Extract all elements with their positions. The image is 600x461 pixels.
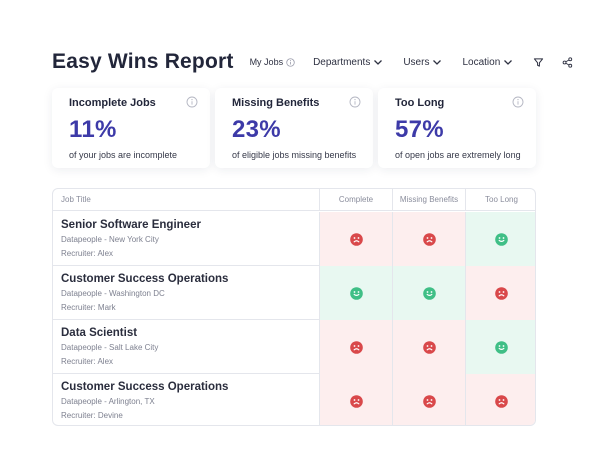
- table-row[interactable]: Data Scientist Datapeople - Salt Lake Cit…: [53, 320, 535, 374]
- location-label: Location: [462, 56, 501, 68]
- share-icon: [562, 56, 573, 68]
- share-button[interactable]: [562, 56, 573, 68]
- job-recruiter: Recruiter: Devine: [61, 411, 123, 420]
- sad-face-icon: [349, 394, 363, 408]
- status-cell-too-long: [465, 320, 535, 374]
- job-recruiter: Recruiter: Alex: [61, 249, 114, 258]
- column-header-complete[interactable]: Complete: [319, 189, 392, 211]
- status-cell-too-long: [465, 266, 535, 320]
- chevron-down-icon: [374, 59, 383, 65]
- column-header-missing-benefits[interactable]: Missing Benefits: [392, 189, 465, 211]
- sad-face-icon: [349, 232, 363, 246]
- job-cell: Senior Software Engineer Datapeople - New…: [61, 212, 311, 266]
- job-title[interactable]: Customer Success Operations: [61, 381, 229, 393]
- page-title: Easy Wins Report: [52, 50, 234, 73]
- chevron-down-icon: [433, 59, 442, 65]
- card-too-long: Too Long 57% of open jobs are extremely …: [378, 88, 536, 168]
- happy-face-icon: [495, 340, 508, 354]
- status-cell-complete: [319, 212, 392, 266]
- card-title: Too Long: [395, 97, 445, 109]
- sad-face-icon: [495, 286, 508, 300]
- status-cell-missing-benefits: [392, 266, 465, 320]
- jobs-table: Job Title Complete Missing Benefits Too …: [52, 188, 536, 426]
- card-description: of your jobs are incomplete: [69, 150, 178, 160]
- sad-face-icon: [495, 394, 508, 408]
- location-dropdown[interactable]: Location: [462, 57, 513, 68]
- info-icon: [286, 57, 295, 67]
- toolbar: My Jobs Departments Users Location: [250, 57, 592, 68]
- card-value: 11%: [69, 116, 117, 143]
- card-title: Missing Benefits: [232, 97, 320, 109]
- card-missing-benefits: Missing Benefits 23% of eligible jobs mi…: [215, 88, 373, 168]
- table-row[interactable]: Customer Success Operations Datapeople - …: [53, 266, 535, 320]
- filter-icon: [534, 57, 544, 67]
- info-icon[interactable]: [186, 96, 198, 108]
- job-location: Datapeople - New York City: [61, 235, 159, 244]
- departments-label: Departments: [313, 56, 371, 68]
- filter-button[interactable]: [533, 57, 544, 68]
- job-cell: Customer Success Operations Datapeople - …: [61, 374, 311, 425]
- column-header-job-title[interactable]: Job Title: [61, 195, 91, 204]
- info-icon[interactable]: [512, 96, 524, 108]
- summary-cards: Incomplete Jobs 11% of your jobs are inc…: [52, 88, 538, 168]
- job-title[interactable]: Data Scientist: [61, 327, 138, 339]
- job-recruiter: Recruiter: Alex: [61, 357, 114, 366]
- status-cell-complete: [319, 266, 392, 320]
- card-title: Incomplete Jobs: [69, 97, 156, 109]
- table-row[interactable]: Customer Success Operations Datapeople - …: [53, 374, 535, 425]
- table-header: Job Title Complete Missing Benefits Too …: [53, 189, 535, 211]
- report-header: Easy Wins Report My Jobs Departments Use…: [52, 48, 573, 76]
- status-cell-too-long: [465, 374, 535, 425]
- status-cell-complete: [319, 320, 392, 374]
- happy-face-icon: [422, 286, 436, 300]
- job-location: Datapeople - Salt Lake City: [61, 343, 159, 352]
- card-incomplete-jobs: Incomplete Jobs 11% of your jobs are inc…: [52, 88, 210, 168]
- sad-face-icon: [422, 232, 436, 246]
- card-description: of eligible jobs missing benefits: [232, 150, 357, 160]
- card-value: 23%: [232, 116, 281, 143]
- status-cell-complete: [319, 374, 392, 425]
- status-cell-missing-benefits: [392, 320, 465, 374]
- status-cell-missing-benefits: [392, 374, 465, 425]
- my-jobs-label: My Jobs: [249, 57, 284, 67]
- status-cell-missing-benefits: [392, 212, 465, 266]
- status-cell-too-long: [465, 212, 535, 266]
- job-cell: Data Scientist Datapeople - Salt Lake Cit…: [61, 320, 311, 374]
- job-location: Datapeople - Washington DC: [61, 289, 165, 298]
- job-cell: Customer Success Operations Datapeople - …: [61, 266, 311, 320]
- column-header-too-long[interactable]: Too Long: [465, 189, 535, 211]
- happy-face-icon: [349, 286, 363, 300]
- job-location: Datapeople - Arlington, TX: [61, 397, 155, 406]
- sad-face-icon: [349, 340, 363, 354]
- users-label: Users: [403, 56, 430, 68]
- info-icon[interactable]: [349, 96, 361, 108]
- card-value: 57%: [395, 116, 444, 143]
- chevron-down-icon: [504, 59, 513, 65]
- happy-face-icon: [495, 232, 508, 246]
- job-title[interactable]: Customer Success Operations: [61, 273, 229, 285]
- table-row[interactable]: Senior Software Engineer Datapeople - New…: [53, 212, 535, 266]
- my-jobs-toggle[interactable]: My Jobs: [250, 57, 296, 67]
- job-recruiter: Recruiter: Mark: [61, 303, 116, 312]
- users-dropdown[interactable]: Users: [403, 57, 442, 68]
- card-description: of open jobs are extremely long: [395, 150, 521, 160]
- job-title[interactable]: Senior Software Engineer: [61, 219, 201, 231]
- departments-dropdown[interactable]: Departments: [313, 57, 383, 68]
- sad-face-icon: [422, 394, 436, 408]
- sad-face-icon: [422, 340, 436, 354]
